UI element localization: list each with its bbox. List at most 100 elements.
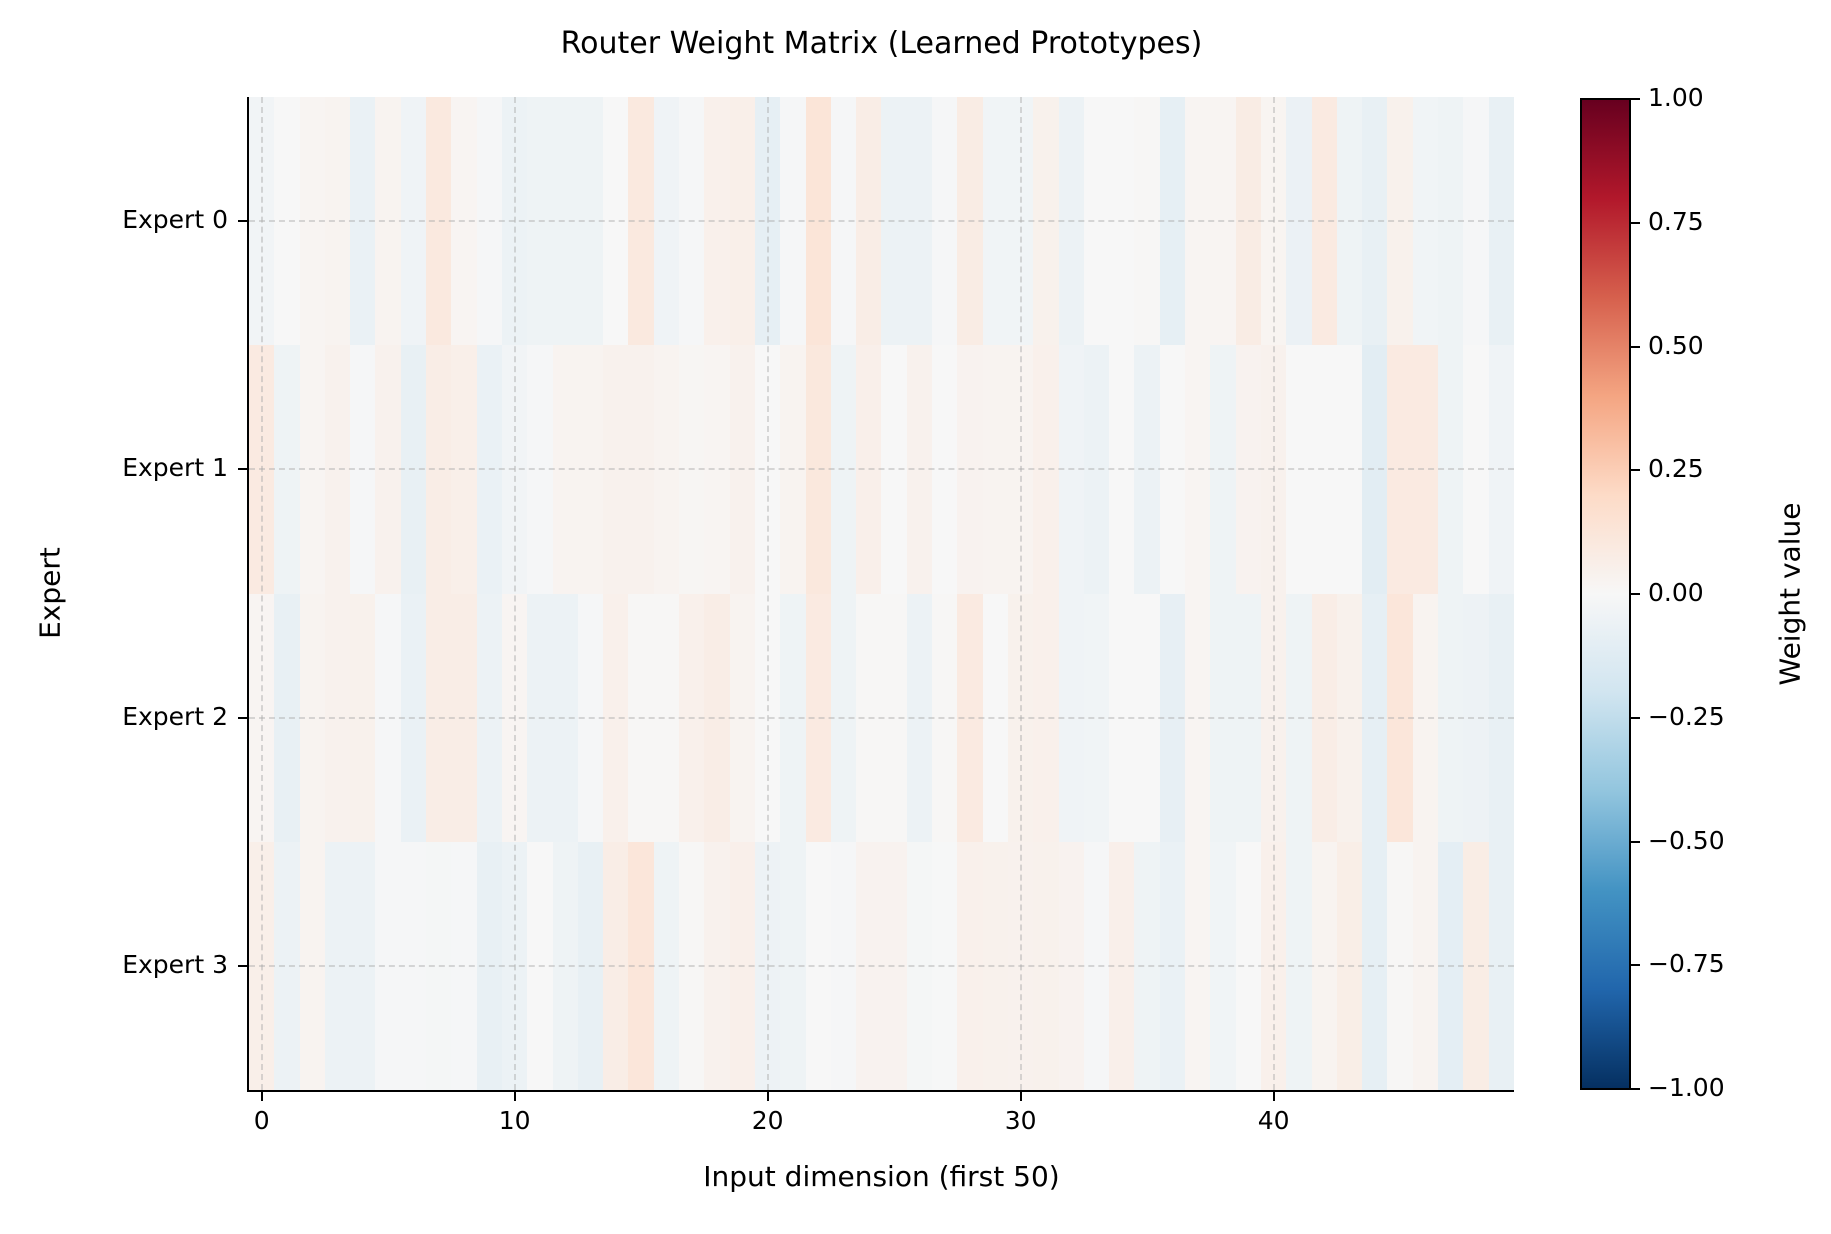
heatmap-cell <box>754 345 781 594</box>
heatmap-cell <box>299 593 325 842</box>
heatmap-cell <box>1007 97 1034 346</box>
heatmap-cell <box>856 345 882 594</box>
heatmap-cell <box>527 593 553 842</box>
heatmap-cell <box>957 593 983 842</box>
heatmap-cell <box>957 345 983 594</box>
heatmap-cell <box>1134 593 1160 842</box>
heatmap-cell <box>1488 841 1514 1090</box>
grid-line-vertical <box>766 97 769 1090</box>
x-axis-label: Input dimension (first 50) <box>703 1160 1060 1193</box>
heatmap-cell <box>1438 345 1464 594</box>
heatmap-cell <box>729 593 755 842</box>
heatmap-cell <box>679 593 705 842</box>
heatmap-cell <box>1083 841 1110 1090</box>
heatmap-cell <box>476 97 502 346</box>
heatmap-cell <box>856 97 882 346</box>
heatmap-cell <box>501 841 528 1090</box>
heatmap-cell <box>577 593 604 842</box>
colorbar-tick-mark <box>1631 221 1640 224</box>
y-tick-label: Expert 2 <box>122 701 228 731</box>
heatmap-cell <box>426 345 452 594</box>
heatmap-cell <box>400 345 427 594</box>
heatmap-cell <box>704 593 730 842</box>
heatmap-cell <box>552 841 578 1090</box>
heatmap-cell <box>906 841 933 1090</box>
x-tick-mark <box>513 1092 516 1101</box>
heatmap-cell <box>249 345 275 594</box>
colorbar-tick-label: 0.25 <box>1648 454 1704 484</box>
heatmap-cell <box>501 593 528 842</box>
heatmap-cell <box>249 593 275 842</box>
heatmap-cell <box>780 345 806 594</box>
heatmap-cell <box>1387 345 1413 594</box>
heatmap-cell <box>1033 345 1059 594</box>
heatmap-cell <box>603 97 629 346</box>
heatmap-cell <box>350 841 376 1090</box>
grid-line-horizontal <box>249 964 1514 967</box>
x-tick-mark <box>1272 1092 1275 1101</box>
heatmap-cell <box>324 841 351 1090</box>
heatmap-cell <box>1185 841 1211 1090</box>
y-tick-mark <box>238 964 247 967</box>
colorbar-tick-label: 0.00 <box>1648 578 1704 607</box>
chart-title: Router Weight Matrix (Learned Prototypes… <box>560 26 1203 61</box>
x-tick-label: 30 <box>1004 1106 1037 1135</box>
heatmap-cell <box>1362 345 1388 594</box>
colorbar-tick-mark <box>1631 964 1640 967</box>
heatmap-cell <box>1438 97 1464 346</box>
heatmap-cell <box>679 97 705 346</box>
heatmap-cell <box>805 97 831 346</box>
heatmap-cell <box>299 841 325 1090</box>
heatmap-cell <box>679 841 705 1090</box>
heatmap-cell <box>780 97 806 346</box>
colorbar-label: Weight value <box>1773 502 1807 686</box>
heatmap-cell <box>1109 841 1135 1090</box>
heatmap-cell <box>805 841 831 1090</box>
heatmap-cell <box>704 345 730 594</box>
heatmap-cell <box>451 97 477 346</box>
heatmap-cell <box>653 97 680 346</box>
heatmap-cell <box>1083 593 1110 842</box>
heatmap-cell <box>577 345 604 594</box>
heatmap-cell <box>729 345 755 594</box>
y-tick-mark <box>238 220 247 223</box>
heatmap-cell <box>1235 593 1261 842</box>
heatmap-cell <box>729 97 755 346</box>
heatmap-cell <box>426 97 452 346</box>
colorbar-tick-mark <box>1631 593 1640 595</box>
heatmap-cell <box>274 593 300 842</box>
heatmap-cell <box>957 97 983 346</box>
colorbar-tick-mark <box>1631 345 1640 348</box>
colorbar-tick-label: 0.75 <box>1648 206 1704 236</box>
heatmap-cell <box>1058 345 1084 594</box>
x-tick-label: 20 <box>751 1106 784 1135</box>
heatmap-cell <box>1033 97 1059 346</box>
heatmap-cell <box>856 841 882 1090</box>
heatmap-cell <box>375 97 401 346</box>
heatmap-cell <box>932 841 958 1090</box>
heatmap-cell <box>299 97 325 346</box>
heatmap-cell <box>1134 345 1160 594</box>
heatmap-cell <box>754 97 781 346</box>
x-tick-label: 40 <box>1257 1106 1290 1135</box>
colorbar-tick-label: −0.25 <box>1648 701 1725 731</box>
heatmap-cell <box>400 97 427 346</box>
heatmap-cell <box>628 345 654 594</box>
heatmap-cell <box>906 593 933 842</box>
heatmap-cell <box>881 593 907 842</box>
heatmap-cell <box>1311 841 1337 1090</box>
grid-line-vertical <box>1019 97 1022 1090</box>
heatmap-cell <box>906 97 933 346</box>
heatmap-cell <box>932 97 958 346</box>
heatmap-cell <box>1210 345 1236 594</box>
heatmap-cell <box>375 841 401 1090</box>
heatmap-cell <box>552 97 578 346</box>
heatmap-cell <box>400 593 427 842</box>
x-tick-mark <box>766 1092 769 1101</box>
grid-line-vertical <box>260 97 263 1090</box>
heatmap-cell <box>552 345 578 594</box>
heatmap-cell <box>603 593 629 842</box>
heatmap-cell <box>729 841 755 1090</box>
x-tick-label: 0 <box>253 1106 270 1135</box>
heatmap-cell <box>324 593 351 842</box>
